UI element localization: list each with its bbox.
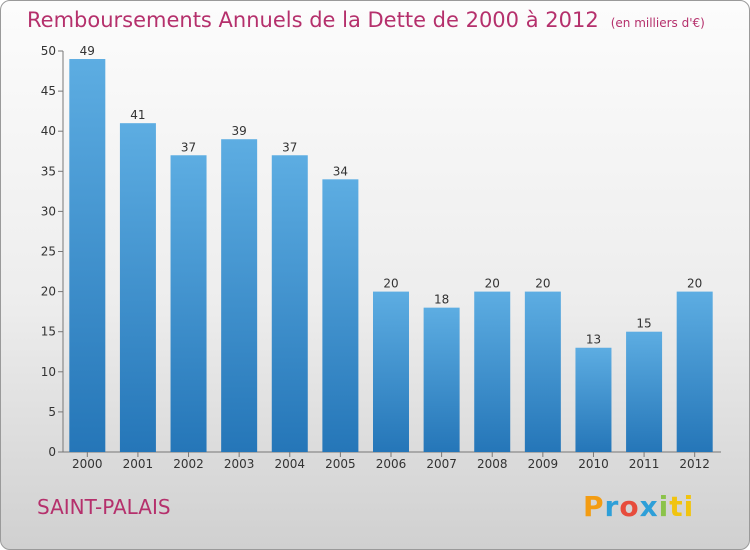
bar (626, 331, 663, 452)
logo-letter: ti (669, 490, 695, 523)
x-tick-label: 2001 (123, 457, 154, 471)
data-label: 37 (181, 140, 196, 154)
bar (271, 155, 308, 452)
proxiti-logo: Proxiti (583, 490, 694, 523)
y-tick-label: 5 (48, 405, 56, 419)
bar (676, 291, 713, 452)
chart-title: Remboursements Annuels de la Dette de 20… (27, 8, 705, 32)
y-tick-label: 25 (41, 245, 56, 259)
x-tick-label: 2012 (679, 457, 710, 471)
y-tick-label: 45 (41, 84, 56, 98)
x-tick-label: 2002 (173, 457, 204, 471)
y-tick-label: 35 (41, 164, 56, 178)
y-tick-label: 40 (41, 124, 56, 138)
x-tick-label: 2006 (376, 457, 407, 471)
bar (423, 307, 460, 452)
y-tick-label: 30 (41, 204, 56, 218)
x-tick-label: 2011 (629, 457, 660, 471)
bar (221, 139, 258, 452)
y-tick-label: 50 (41, 44, 56, 58)
data-label: 41 (130, 108, 145, 122)
commune-name: SAINT-PALAIS (37, 495, 171, 519)
x-tick-label: 2005 (325, 457, 356, 471)
x-tick-label: 2009 (528, 457, 559, 471)
data-label: 15 (636, 317, 651, 331)
x-tick-label: 2007 (426, 457, 457, 471)
x-tick-label: 2008 (477, 457, 508, 471)
unit-text: (en milliers d'€) (610, 16, 705, 30)
data-label: 39 (232, 124, 247, 138)
bar (69, 59, 106, 453)
bar (322, 179, 359, 452)
logo-letter: o (619, 490, 640, 523)
data-label: 13 (586, 333, 601, 347)
title-text: Remboursements Annuels de la Dette de 20… (27, 8, 599, 32)
data-label: 49 (80, 44, 95, 58)
bar (474, 291, 511, 452)
x-tick-label: 2003 (224, 457, 255, 471)
data-label: 37 (282, 140, 297, 154)
data-label: 20 (383, 277, 398, 291)
logo-letter: x (639, 490, 659, 523)
data-label: 18 (434, 293, 449, 307)
bar (119, 123, 156, 453)
x-tick-label: 2010 (578, 457, 609, 471)
x-tick-label: 2000 (72, 457, 103, 471)
y-tick-label: 10 (41, 365, 56, 379)
bar (373, 291, 409, 452)
logo-letter: r (604, 490, 620, 523)
logo-letter: P (583, 490, 605, 523)
logo-letter: i (658, 490, 670, 523)
data-label: 34 (333, 164, 348, 178)
y-tick-label: 15 (41, 325, 56, 339)
y-tick-label: 0 (48, 445, 56, 459)
data-label: 20 (485, 277, 500, 291)
data-label: 20 (535, 277, 550, 291)
data-label: 20 (687, 277, 702, 291)
bar (524, 291, 561, 452)
y-tick-label: 20 (41, 285, 56, 299)
x-tick-label: 2004 (274, 457, 305, 471)
bar (170, 155, 207, 452)
bar (575, 347, 612, 452)
